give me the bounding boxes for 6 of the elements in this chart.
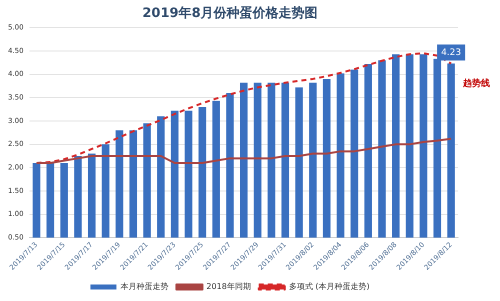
data-label: 4.23 bbox=[441, 48, 462, 58]
legend-label: 2018年同期 bbox=[206, 282, 251, 292]
legend-label: 多项式 (本月种蛋走势) bbox=[288, 282, 370, 292]
chart-title: 2019年8月份种蛋价格走势图 bbox=[142, 5, 318, 22]
legend-label: 本月种蛋走势 bbox=[120, 282, 168, 292]
annotation: 趋势线 bbox=[462, 78, 490, 89]
